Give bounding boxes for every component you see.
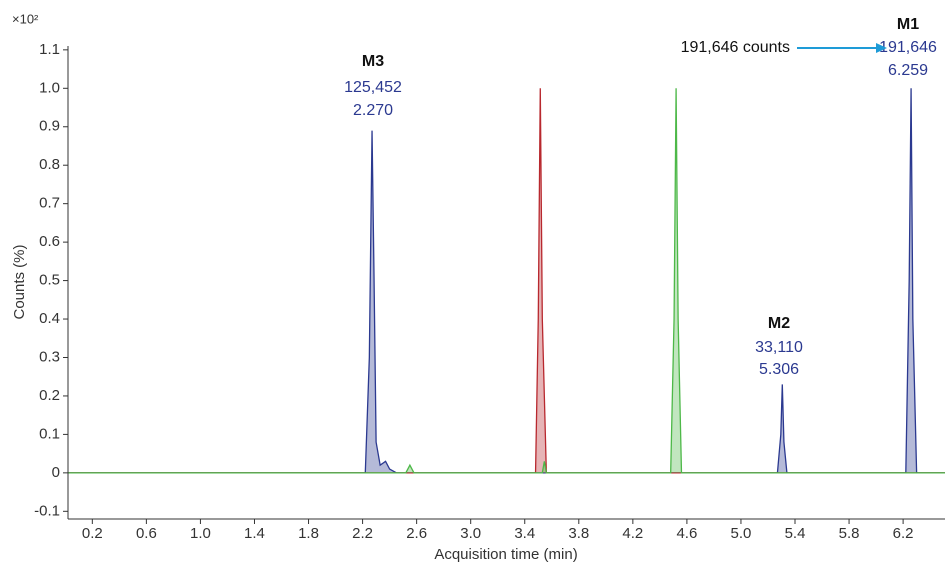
y-tick-label: 0.7 bbox=[39, 195, 60, 212]
x-tick-label: 4.6 bbox=[676, 525, 697, 542]
trace-line bbox=[68, 88, 945, 474]
x-axis-title: Acquisition time (min) bbox=[434, 546, 577, 563]
peak-area bbox=[68, 88, 945, 473]
x-tick-label: 5.4 bbox=[785, 525, 806, 542]
peak-counts: 191,646 bbox=[879, 39, 937, 56]
y-tick-label: -0.1 bbox=[34, 502, 60, 519]
x-tick-label: 2.2 bbox=[352, 525, 373, 542]
x-tick-label: 1.4 bbox=[244, 525, 265, 542]
x-tick-label: 5.0 bbox=[731, 525, 752, 542]
x-tick-label: 3.8 bbox=[568, 525, 589, 542]
peak-area bbox=[68, 88, 945, 473]
y-tick-label: 0.4 bbox=[39, 310, 60, 327]
x-tick-label: 6.2 bbox=[893, 525, 914, 542]
y-tick-label: 0.9 bbox=[39, 118, 60, 135]
y-tick-label: 0.8 bbox=[39, 156, 60, 173]
x-tick-label: 0.2 bbox=[82, 525, 103, 542]
x-tick-label: 1.0 bbox=[190, 525, 211, 542]
y-tick-label: 0.5 bbox=[39, 272, 60, 289]
y-tick-label: 0.2 bbox=[39, 387, 60, 404]
x-tick-label: 3.0 bbox=[460, 525, 481, 542]
x-tick-label: 5.8 bbox=[839, 525, 860, 542]
plot: -0.1 0 0.1 0.2 0.3 0.4 0.5 0.6 0.7 0.8 0.9 1.0 1.1 0.… bbox=[34, 41, 945, 542]
peak-time: 6.259 bbox=[888, 62, 928, 79]
trace-line bbox=[68, 88, 945, 474]
x-tick-label: 3.4 bbox=[514, 525, 535, 542]
y-tick-label: 0.3 bbox=[39, 348, 60, 365]
x-tick-label: 1.8 bbox=[298, 525, 319, 542]
trace-line bbox=[68, 88, 945, 474]
peak-time: 5.306 bbox=[759, 361, 799, 378]
x-tick-label: 0.6 bbox=[136, 525, 157, 542]
x-tick-label: 4.2 bbox=[622, 525, 643, 542]
y-multiplier: ×10² bbox=[12, 11, 39, 26]
peak-label: M2 bbox=[768, 315, 790, 332]
peak-time: 2.270 bbox=[353, 102, 393, 119]
peak-label: M3 bbox=[362, 53, 384, 70]
y-tick-label: 0.1 bbox=[39, 425, 60, 442]
callout: 191,646 counts bbox=[681, 39, 790, 56]
callout-arrowhead bbox=[876, 43, 887, 53]
y-tick-label: 1.1 bbox=[39, 41, 60, 58]
peak-area bbox=[68, 88, 945, 473]
y-tick-label: 0 bbox=[52, 464, 60, 481]
y-tick-label: 0.6 bbox=[39, 233, 60, 250]
y-axis-title: Counts (%) bbox=[11, 244, 28, 319]
peak-counts: 125,452 bbox=[344, 79, 402, 96]
peak-label: M1 bbox=[897, 16, 919, 33]
peak-counts: 33,110 bbox=[755, 339, 803, 356]
x-tick-label: 2.6 bbox=[406, 525, 427, 542]
y-tick-label: 1.0 bbox=[39, 79, 60, 96]
